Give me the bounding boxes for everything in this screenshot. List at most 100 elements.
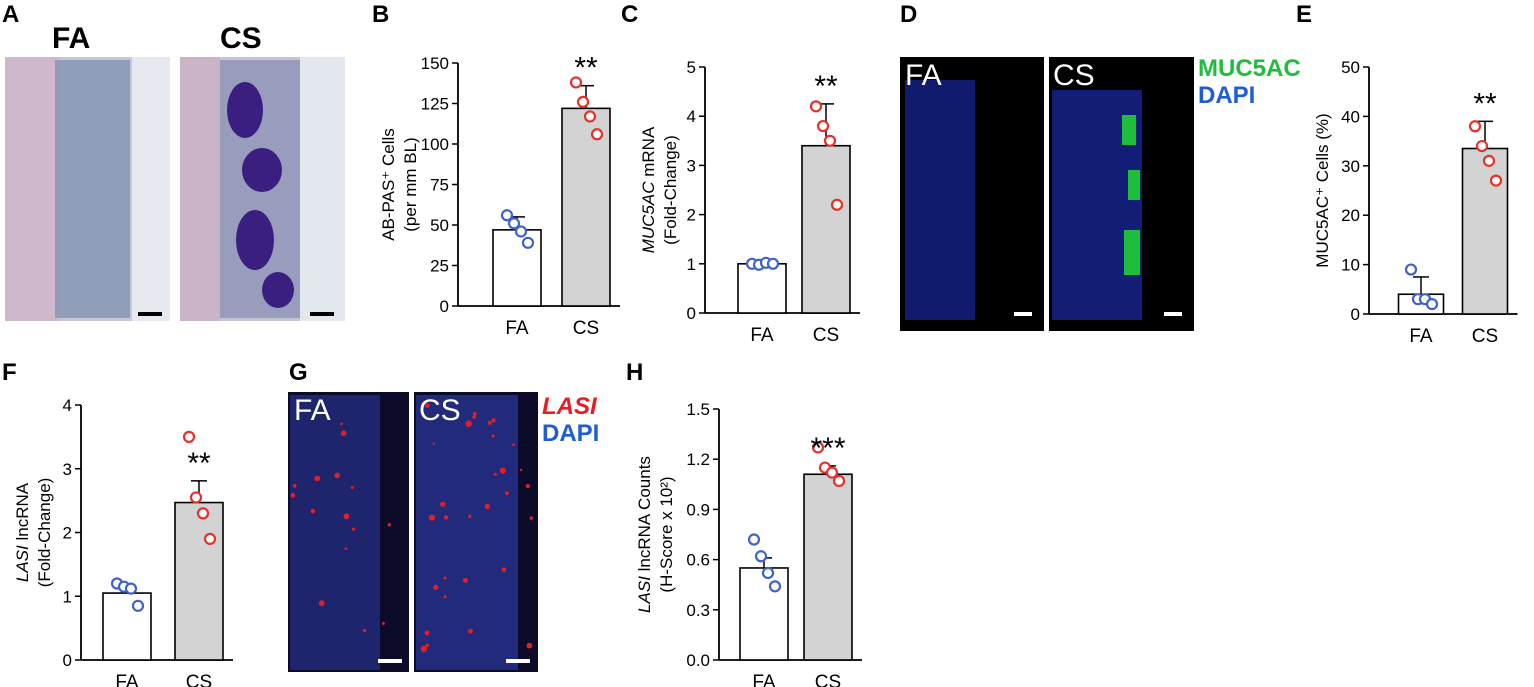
scale-bar-g-fa <box>378 659 402 663</box>
panel-label-b: B <box>372 1 389 28</box>
chart-c-y-tick-label: 4 <box>687 107 696 126</box>
lasi-punctum <box>350 486 354 490</box>
chart-c-significance: ** <box>814 70 838 103</box>
chart-h-y-tick-label: 0.9 <box>686 500 710 519</box>
lasi-punctum <box>525 484 530 489</box>
chart-b-y-tick-label: 75 <box>430 176 449 195</box>
chart-c: 0 1 2 3 4 5 FA CS ** MUC5AC mRNA (Fold-Change) <box>639 58 860 346</box>
lasi-punctum <box>519 468 523 472</box>
lasi-punctum <box>428 514 435 521</box>
chart-h-bar-fa <box>739 567 789 661</box>
chart-h-point-fa <box>761 566 775 580</box>
chart-h-point-cs <box>832 474 846 488</box>
scale-bar-a-cs <box>310 312 334 316</box>
chart-b-y-tick-label: 100 <box>421 135 449 154</box>
lasi-punctum <box>352 527 356 531</box>
chart-f-y-tick-label: 0 <box>63 651 72 670</box>
chart-f-y-tick-label: 1 <box>63 587 72 606</box>
lasi-punctum <box>343 513 350 520</box>
chart-b-point-cs <box>576 95 590 108</box>
chart-c-y-tick-label: 0 <box>687 304 696 323</box>
chart-b-point-fa <box>500 209 514 222</box>
chart-b-y-tick-label: 50 <box>430 216 449 235</box>
lasi-punctum <box>501 567 507 572</box>
chart-e-y-tick-label: 40 <box>1341 107 1360 126</box>
lasi-punctum <box>340 430 347 437</box>
chart-f-point-cs <box>196 507 210 520</box>
chart-c-y-tick-label: 3 <box>687 156 696 175</box>
chart-c-point-cs <box>830 198 844 211</box>
lasi-punctum <box>432 442 435 445</box>
lasi-punctum <box>440 501 446 507</box>
muc5ac-signal <box>1124 230 1140 275</box>
lasi-punctum <box>491 418 496 423</box>
goblet-cell <box>236 210 274 270</box>
chart-f-y-tick-label: 2 <box>63 524 72 543</box>
chart-b-point-fa <box>521 236 535 249</box>
panel-label-g: G <box>289 359 308 386</box>
chart-h-point-fa <box>754 550 768 563</box>
lasi-punctum <box>472 415 477 419</box>
panel-label-h: H <box>626 359 643 386</box>
image-label-g-cs: CS <box>419 394 461 427</box>
stain-label-dapi-d: DAPI <box>1198 82 1255 109</box>
chart-e-y-tick-label: 20 <box>1341 206 1360 225</box>
stain-label-dapi-g: DAPI <box>542 420 599 447</box>
chart-b-point-fa <box>507 217 521 230</box>
chart-f-bar-cs <box>174 501 224 661</box>
chart-b-y-tick-label: 125 <box>421 95 449 114</box>
image-label-g-fa: FA <box>294 394 331 427</box>
chart-h-y-label: LASI lncRNA Counts <box>635 456 654 613</box>
chart-c-bar-cs <box>801 144 851 314</box>
chart-e-y-tick-label: 0 <box>1351 305 1360 324</box>
chart-h-y-tick-label: 0.0 <box>686 651 710 670</box>
chart-h-y-tick-label: 0.6 <box>686 551 710 570</box>
lasi-punctum <box>526 642 533 649</box>
stain-label-muc5ac: MUC5AC <box>1198 55 1301 82</box>
panel-label-a: A <box>2 1 19 28</box>
lasi-punctum <box>318 600 325 607</box>
lasi-punctum <box>381 622 385 625</box>
chart-b-bar-cs <box>561 107 611 307</box>
scale-bar-d-cs <box>1164 312 1182 316</box>
chart-e-y-label: MUC5AC⁺ Cells (%) <box>1313 113 1332 267</box>
chart-e-point-fa <box>1404 263 1418 276</box>
chart-b-y-tick-label: 0 <box>440 297 449 316</box>
dapi-nuclei-fa <box>905 80 975 320</box>
histology-stroma-cs <box>180 57 220 321</box>
chart-b-point-cs <box>590 128 604 141</box>
chart-f-point-cs <box>203 532 217 545</box>
chart-b-point-fa <box>514 225 528 238</box>
chart-c-point-cs <box>823 134 837 147</box>
lasi-punctum <box>499 467 506 474</box>
lasi-punctum <box>310 508 316 514</box>
chart-f-y-label: LASI lncRNA <box>13 482 32 582</box>
chart-h-bar-cs <box>803 473 853 661</box>
lasi-punctum <box>433 584 439 591</box>
panel-g-images <box>288 392 538 672</box>
chart-e-point-fa <box>1425 298 1439 311</box>
chart-f-y-tick-label: 3 <box>63 460 72 479</box>
scale-bar-d-fa <box>1014 312 1032 316</box>
lasi-punctum <box>290 492 296 498</box>
image-label-a-fa: FA <box>52 22 90 55</box>
panel-label-e: E <box>1296 1 1312 28</box>
lasi-punctum <box>340 422 343 426</box>
chart-c-category-label: CS <box>813 325 839 346</box>
panel-d-images <box>900 57 1194 331</box>
chart-c-y-tick-label: 2 <box>687 206 696 225</box>
lasi-punctum <box>425 643 429 648</box>
chart-f-y-tick-label: 4 <box>63 396 72 415</box>
lasi-punctum <box>468 628 473 634</box>
chart-f-category-label: CS <box>186 672 212 687</box>
chart-b-y-tick-label: 150 <box>421 54 449 73</box>
chart-e-point-cs <box>1489 174 1503 187</box>
lasi-punctum <box>512 443 515 447</box>
goblet-cell <box>227 82 263 138</box>
chart-f-bar-fa <box>102 592 152 661</box>
panel-label-f: F <box>2 359 17 386</box>
goblet-cell <box>242 148 282 192</box>
lasi-punctum <box>424 630 430 636</box>
muc5ac-signal <box>1122 115 1136 145</box>
